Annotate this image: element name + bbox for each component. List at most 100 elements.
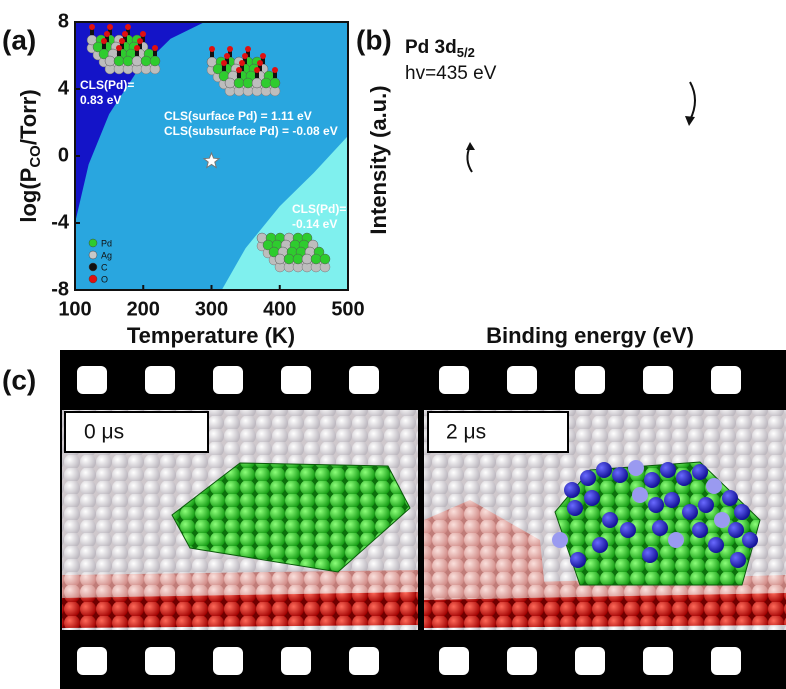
film-hole	[213, 647, 243, 675]
panel-label: (b)	[356, 24, 392, 55]
film-hole	[145, 647, 175, 675]
film-hole	[281, 366, 311, 394]
film-hole	[281, 647, 311, 675]
y-axis-label-tail: /Torr)	[16, 89, 41, 145]
time-label: 2 μs	[446, 421, 486, 444]
film-hole	[575, 647, 605, 675]
atom	[722, 490, 738, 506]
time-label: 0 μs	[84, 421, 124, 444]
atom	[105, 35, 109, 42]
film-hole	[643, 366, 673, 394]
atom	[107, 24, 113, 30]
atom	[260, 53, 266, 59]
y-tick-label: -8	[51, 278, 69, 300]
atom	[227, 46, 233, 52]
pd-cluster	[171, 462, 411, 573]
atom	[242, 77, 254, 89]
atom	[698, 497, 714, 513]
legend-label: Ag	[101, 250, 112, 260]
atom	[240, 64, 244, 71]
frame-divider	[418, 350, 424, 689]
film-hole	[439, 366, 469, 394]
atom	[564, 482, 580, 498]
atom	[310, 253, 322, 265]
chart-title: Pd 3d5/2	[405, 37, 475, 60]
atom	[567, 500, 583, 516]
atom	[242, 53, 248, 59]
atom	[125, 24, 131, 30]
atom	[258, 64, 262, 71]
atom	[126, 28, 130, 35]
atom	[261, 57, 265, 64]
atom	[592, 537, 608, 553]
arrow-head	[685, 116, 695, 126]
film-hole	[145, 366, 175, 394]
atom	[224, 77, 236, 89]
legend-swatch	[88, 262, 98, 272]
atom	[246, 50, 250, 57]
atom	[580, 470, 596, 486]
title-main: Pd 3d	[405, 37, 457, 58]
y-axis-label: log(PCO/Torr)	[16, 89, 44, 222]
annotation: CLS(subsurface Pd) = -0.08 eV	[164, 124, 338, 138]
snapshot-panel: 0 μs 2 μs	[60, 350, 786, 689]
atom	[225, 57, 229, 64]
atom	[120, 42, 124, 49]
x-tick-label: 400	[263, 298, 296, 320]
time-label-box	[427, 411, 569, 453]
film-hole	[507, 647, 537, 675]
atom	[584, 490, 600, 506]
film-hole	[77, 366, 107, 394]
annotation: CLS(Pd)=	[292, 202, 346, 216]
atom	[742, 532, 758, 548]
ag-atoms	[552, 460, 758, 568]
atom	[682, 504, 698, 520]
atom	[237, 71, 241, 78]
atom	[692, 464, 708, 480]
annotation: CLS(Pd)=	[80, 78, 134, 92]
atom	[149, 55, 161, 67]
atom	[642, 547, 658, 563]
atom	[113, 55, 125, 67]
film-hole	[507, 366, 537, 394]
atom	[552, 532, 568, 548]
chart-subtitle: hv=435 eV	[405, 63, 497, 84]
atom	[632, 487, 648, 503]
atom	[104, 31, 110, 37]
atom	[273, 71, 277, 78]
atom	[152, 45, 158, 51]
arrow	[689, 81, 696, 121]
atom	[101, 38, 107, 44]
legend-label: O	[101, 274, 108, 284]
structure-inset	[256, 232, 331, 273]
atom	[221, 60, 227, 66]
y-axis-label-main: log(P	[16, 168, 41, 223]
atom	[243, 57, 247, 64]
atom	[89, 24, 95, 30]
atom	[117, 49, 121, 56]
atom	[141, 35, 145, 42]
atom	[210, 50, 214, 57]
atom	[228, 50, 232, 57]
atom	[692, 522, 708, 538]
atom	[319, 253, 331, 265]
atom	[596, 462, 612, 478]
atom	[254, 67, 260, 73]
atom	[648, 497, 664, 513]
atom	[123, 35, 127, 42]
film-hole	[349, 366, 379, 394]
atom	[122, 31, 128, 37]
atom	[283, 253, 295, 265]
film-hole	[643, 647, 673, 675]
atom	[209, 46, 215, 52]
atom	[119, 38, 125, 44]
legend-swatch	[88, 238, 98, 248]
frame-left: 0 μs	[62, 410, 418, 630]
atom	[122, 55, 134, 67]
legend-label: Pd	[101, 238, 112, 248]
atom	[104, 55, 116, 67]
arrow-head	[466, 142, 475, 150]
